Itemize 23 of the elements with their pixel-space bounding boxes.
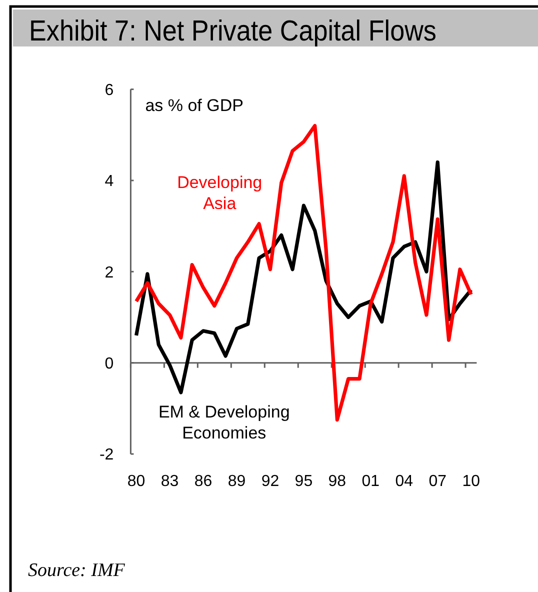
x-tick-label: 07 xyxy=(428,473,447,490)
line-series xyxy=(134,124,473,422)
x-tick-label: 01 xyxy=(362,473,380,490)
y-tick-label: 2 xyxy=(104,264,114,282)
x-tick-label: 98 xyxy=(328,473,346,490)
chart-title: Exhibit 7: Net Private Capital Flows xyxy=(29,14,436,47)
x-tick-label: 04 xyxy=(395,473,414,490)
y-tick-label: 0 xyxy=(104,355,114,372)
x-tick-label: 80 xyxy=(127,473,146,490)
x-tick-label: 92 xyxy=(261,473,280,490)
x-tick-label: 89 xyxy=(228,473,246,490)
y-tick-label: 4 xyxy=(104,173,114,190)
y-tick-label: 6 xyxy=(104,82,114,99)
y-tick-label: -2 xyxy=(99,446,114,464)
x-tick-label: 95 xyxy=(294,473,313,490)
series-label: Developing Asia xyxy=(177,172,262,213)
line-series xyxy=(134,160,473,394)
x-tick-label: 10 xyxy=(462,473,480,490)
source-note: Source: IMF xyxy=(28,560,126,581)
series-label: EM & Developing Economies xyxy=(158,402,290,443)
y-axis-title: as % of GDP xyxy=(145,96,244,115)
x-tick-label: 86 xyxy=(194,473,212,490)
x-tick-label: 83 xyxy=(160,473,179,490)
